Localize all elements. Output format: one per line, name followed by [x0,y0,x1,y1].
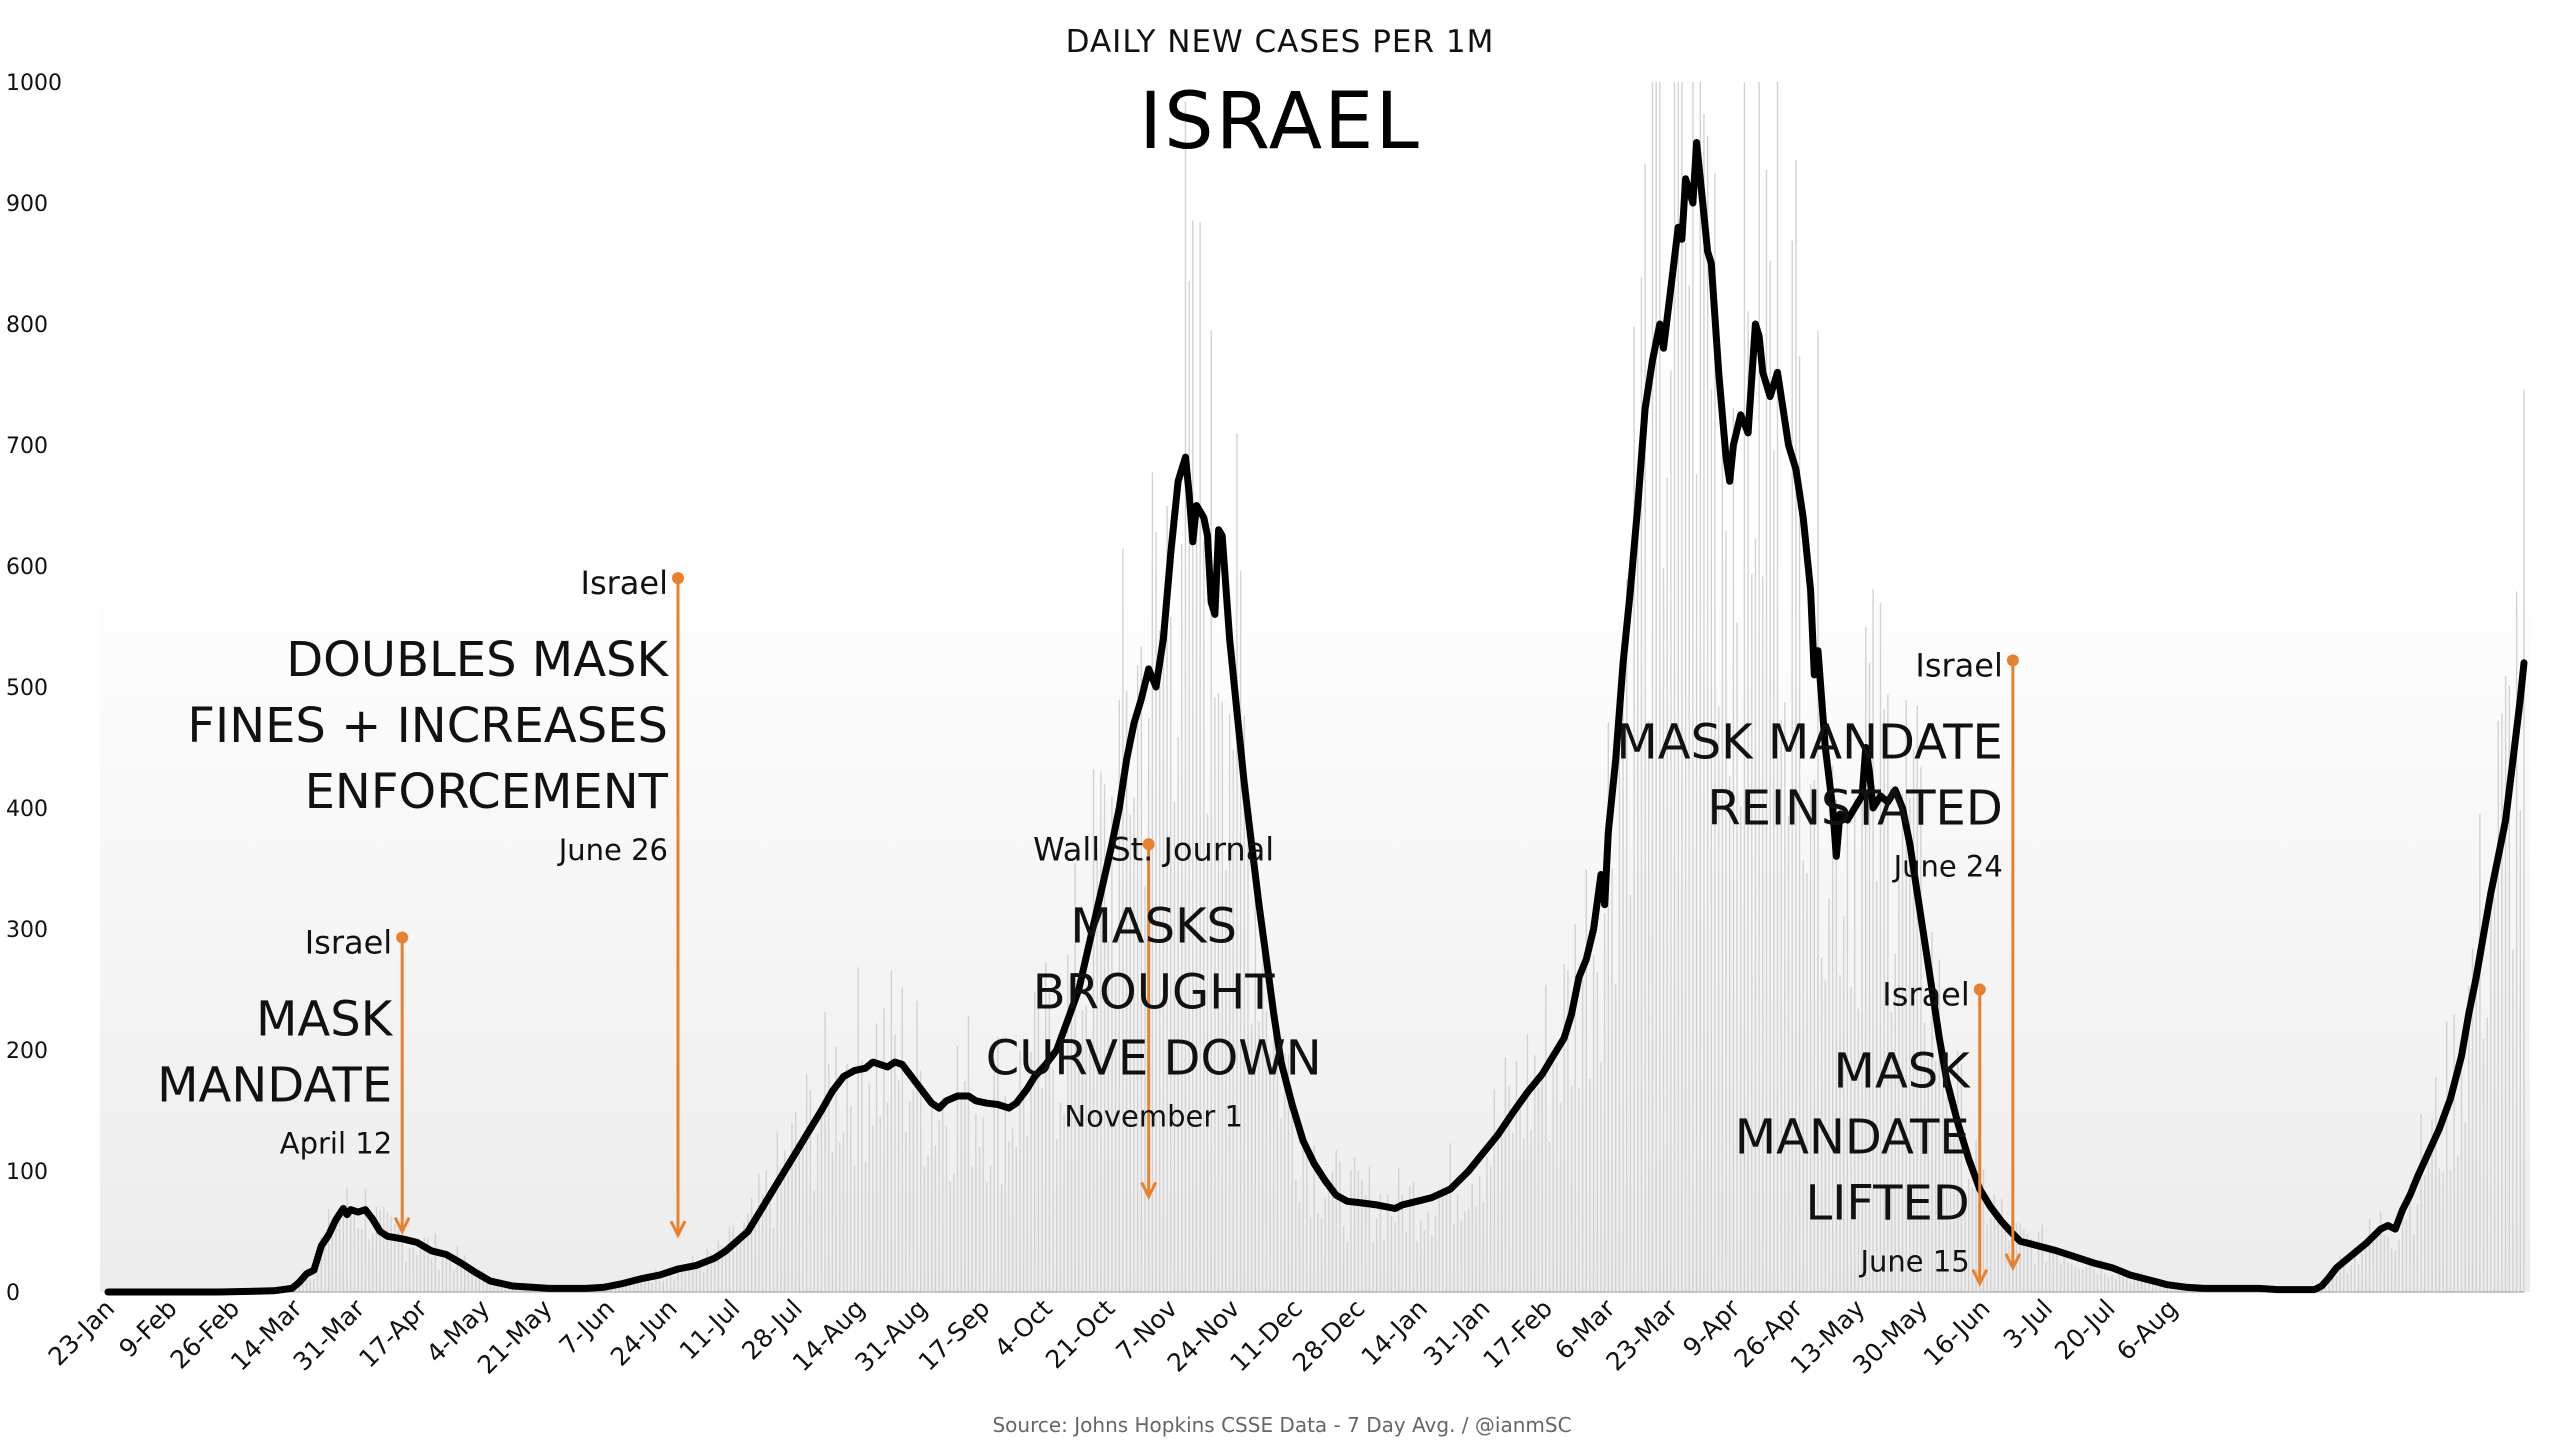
annotation-headline: ENFORCEMENT [305,764,669,820]
series-line [104,139,2528,1296]
annotation-date: June 26 [557,833,668,867]
y-tick-label: 100 [6,1160,48,1185]
y-tick-label: 900 [6,192,48,217]
chart-title: ISRAEL [1139,77,1421,167]
annotation-dot [396,931,409,944]
annotation-arrowhead [393,1216,411,1235]
annotation-dot [1142,838,1155,851]
y-tick-label: 800 [6,313,48,338]
annotation-kicker: Israel [305,923,392,961]
annotation-headline: MASK MANDATE [1616,714,2002,770]
y-tick-label: 200 [6,1039,48,1064]
annotation-kicker: Wall St. Journal [1033,830,1274,868]
annotation-arrowhead [1971,1268,1989,1287]
annotation: Israel DOUBLES MASK FINES + INCREASES ENFOR… [187,564,687,1239]
annotation-headline: LIFTED [1805,1176,1969,1232]
annotation-arrowhead [1140,1181,1158,1200]
annotation-date: June 24 [1892,849,2003,883]
plot-area [100,300,2530,1292]
annotation-date: April 12 [280,1126,392,1160]
annotation-dot [671,572,684,585]
chart-subtitle: DAILY NEW CASES PER 1M [1066,24,1495,60]
annotation-dot [2006,654,2019,667]
annotation-headline: MASK [1834,1044,1972,1100]
annotation-headline: FINES + INCREASES [187,698,668,754]
y-tick-label: 400 [6,797,48,822]
annotation-kicker: Israel [1882,976,1969,1014]
source-note: Source: Johns Hopkins CSSE Data - 7 Day … [992,1413,1571,1437]
annotation-kicker: Israel [581,564,668,602]
annotation-arrowhead [669,1220,687,1239]
y-tick-label: 600 [6,555,48,580]
annotation-date: November 1 [1064,1099,1243,1133]
annotation: Israel MASK MANDATE April 12 [157,923,411,1235]
y-tick-label: 500 [6,676,48,701]
annotations: Israel MASK MANDATE April 12 Israel DOUBLES M… [157,564,2022,1287]
annotation-headline: DOUBLES MASK [286,632,669,688]
y-tick-label: 300 [6,918,48,943]
annotation-headline: MANDATE [1735,1110,1970,1166]
annotation: Wall St. Journal MASKS BROUGHT CURVE DOWN No… [986,830,1322,1200]
y-tick-label: 700 [6,434,48,459]
y-tick-label: 0 [6,1281,20,1306]
annotation-headline: MASKS [1070,898,1237,954]
annotation: Israel MASK MANDATE REINSTATED June 24 [1616,646,2022,1272]
y-tick-label: 1000 [6,71,62,96]
annotation-kicker: Israel [1915,646,2002,684]
annotation-headline: REINSTATED [1707,780,2003,836]
annotation-headline: MANDATE [157,1057,392,1113]
annotation: Israel MASK MANDATE LIFTED June 15 [1735,976,1989,1287]
annotation-headline: MASK [256,991,394,1047]
annotation-headline: CURVE DOWN [986,1030,1322,1086]
annotation-arrowhead [2004,1253,2022,1272]
annotation-headline: BROUGHT [1033,964,1275,1020]
annotation-date: June 15 [1858,1245,1969,1279]
y-axis: 0 100 200 300 400 500 600 700 800 900 1000 [6,71,62,1306]
annotation-dot [1973,983,1986,996]
daily-bars [221,82,2525,1292]
